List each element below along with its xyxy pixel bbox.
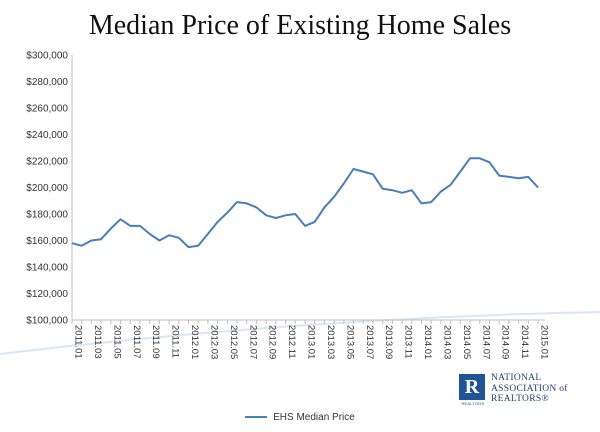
x-tick-label: 2012.05 <box>228 325 239 359</box>
x-tick-label: 2014.11 <box>519 325 530 359</box>
x-tick-label: 2011.05 <box>111 325 122 359</box>
logo-line-1: NATIONAL <box>491 373 542 383</box>
y-tick-label: $180,000 <box>26 210 68 221</box>
x-tick-label: 2012.11 <box>286 325 297 359</box>
y-tick-label: $120,000 <box>26 289 68 300</box>
x-tick-label: 2014.07 <box>480 325 491 359</box>
legend-swatch <box>245 416 268 419</box>
y-tick-label: $260,000 <box>26 104 68 115</box>
legend-label: EHS Median Price <box>273 412 355 423</box>
x-tick-label: 2012.03 <box>208 325 219 359</box>
series-line-ehs-median-price <box>71 157 539 249</box>
logo-mark-subtext: REALTOR® <box>461 401 485 406</box>
x-tick-label: 2011.11 <box>170 325 181 358</box>
y-tick-label: $100,000 <box>26 316 68 327</box>
logo-mark-letter: R <box>464 376 480 398</box>
x-tick-label: 2013.05 <box>344 325 355 359</box>
y-tick-label: $280,000 <box>26 77 68 88</box>
x-tick-label: 2013.09 <box>383 325 394 359</box>
x-tick-label: 2012.07 <box>247 325 258 359</box>
nar-logo: R REALTOR® NATIONAL ASSOCIATION of REALT… <box>459 373 599 409</box>
y-tick-label: $200,000 <box>26 183 68 194</box>
x-tick-label: 2012.01 <box>189 325 200 359</box>
y-tick-label: $300,000 <box>26 51 68 62</box>
logo-line-3: REALTORS® <box>491 394 549 404</box>
x-axis-ticks: 2011.01 2011.03 2011.05 2011.07 2011.09 2011.… <box>71 320 550 359</box>
y-tick-label: $220,000 <box>26 157 68 168</box>
x-tick-label: 2011.03 <box>92 325 103 359</box>
chart-title: Median Price of Existing Home Sales <box>88 10 512 41</box>
x-tick-label: 2014.05 <box>461 325 472 359</box>
x-tick-label: 2013.03 <box>325 325 336 359</box>
y-tick-label: $160,000 <box>26 236 68 247</box>
x-tick-label: 2013.07 <box>364 325 375 359</box>
x-tick-label: 2014.09 <box>500 325 511 359</box>
x-tick-label: 2013.11 <box>403 325 414 359</box>
x-tick-label: 2015.01 <box>539 325 550 359</box>
x-tick-label: 2014.03 <box>441 325 452 359</box>
y-tick-label: $240,000 <box>26 130 68 141</box>
x-tick-label: 2011.01 <box>73 325 84 359</box>
decorative-swoosh <box>0 311 600 355</box>
y-axis-ticks: $100,000 $120,000 $140,000 $160,000 $180,000… <box>26 51 68 327</box>
x-tick-label: 2014.01 <box>422 325 433 359</box>
x-tick-label: 2013.01 <box>306 325 317 359</box>
x-tick-label: 2012.09 <box>267 325 278 359</box>
x-tick-label: 2011.07 <box>131 325 142 359</box>
logo-wordmark: NATIONAL ASSOCIATION of REALTORS® <box>491 373 568 405</box>
x-tick-label: 2011.09 <box>150 325 161 359</box>
legend: EHS Median Price <box>0 412 600 423</box>
realtor-r-logo-icon: R <box>459 374 485 400</box>
y-tick-label: $140,000 <box>26 263 68 274</box>
logo-line-2: ASSOCIATION of <box>491 383 568 394</box>
